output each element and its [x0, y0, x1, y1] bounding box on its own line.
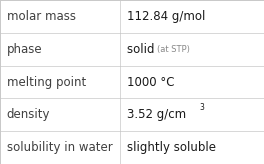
Text: melting point: melting point: [7, 75, 86, 89]
Text: slightly soluble: slightly soluble: [127, 141, 216, 154]
Text: 3: 3: [199, 103, 204, 112]
Text: 1000 °C: 1000 °C: [127, 75, 174, 89]
Text: 112.84 g/mol: 112.84 g/mol: [127, 10, 205, 23]
Text: 3.52 g/cm: 3.52 g/cm: [127, 108, 186, 121]
Text: solubility in water: solubility in water: [7, 141, 112, 154]
Text: phase: phase: [7, 43, 42, 56]
Text: density: density: [7, 108, 50, 121]
Text: solid: solid: [127, 43, 162, 56]
Text: (at STP): (at STP): [157, 45, 190, 54]
Text: molar mass: molar mass: [7, 10, 76, 23]
